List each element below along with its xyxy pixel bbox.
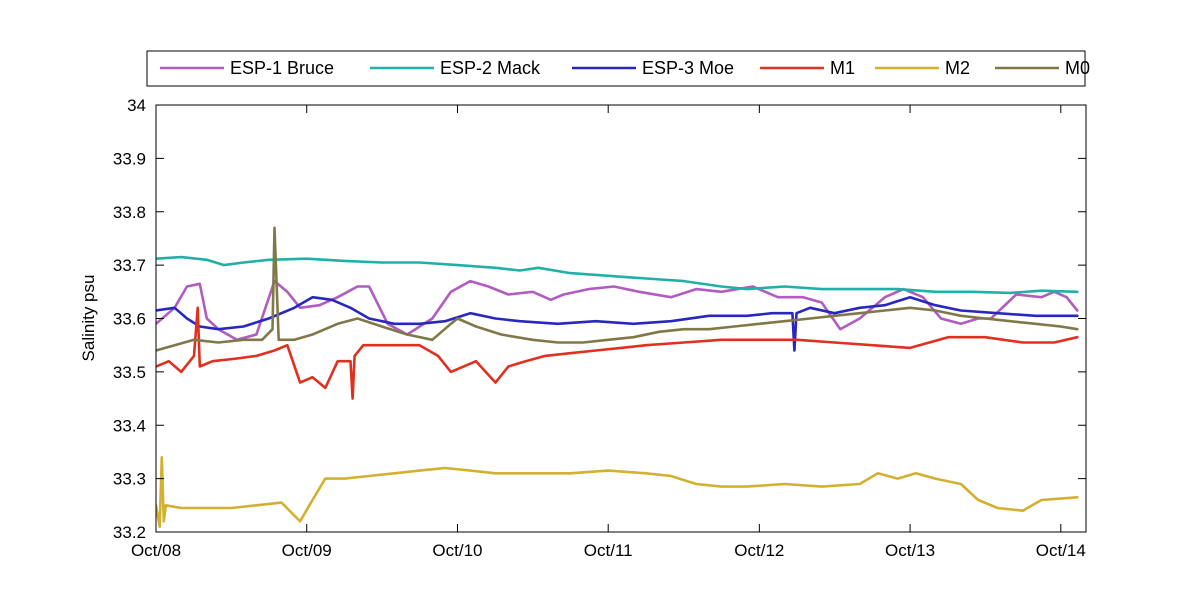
y-tick-label: 33.2 bbox=[113, 523, 146, 542]
x-tick-label: Oct/08 bbox=[131, 541, 181, 560]
series-line-esp-3-moe bbox=[156, 295, 1079, 352]
series-line-m1 bbox=[156, 306, 1079, 400]
series-line-m2 bbox=[156, 455, 1079, 529]
y-tick-label: 34 bbox=[127, 96, 146, 115]
legend-label: M0 bbox=[1065, 58, 1090, 78]
y-tick-label: 33.8 bbox=[113, 203, 146, 222]
series-line-esp-2-mack bbox=[156, 255, 1079, 295]
series-layer bbox=[156, 226, 1079, 529]
y-tick-label: 33.7 bbox=[113, 256, 146, 275]
legend-label: M1 bbox=[830, 58, 855, 78]
ticks-layer: Oct/08 Oct/09 Oct/10 Oct/11 Oct/12 Oct/13 Oct/… bbox=[113, 96, 1086, 560]
y-tick-label: 33.4 bbox=[113, 416, 146, 435]
y-tick-label: 33.3 bbox=[113, 470, 146, 489]
legend-label: ESP-2 Mack bbox=[440, 58, 541, 78]
y-tick-label: 33.9 bbox=[113, 149, 146, 168]
y-tick-label: 33.5 bbox=[113, 363, 146, 382]
x-tick-label: Oct/14 bbox=[1036, 541, 1086, 560]
y-tick-label: 33.6 bbox=[113, 310, 146, 329]
legend-label: ESP-3 Moe bbox=[642, 58, 734, 78]
x-tick-label: Oct/09 bbox=[282, 541, 332, 560]
legend-label: M2 bbox=[945, 58, 970, 78]
x-tick-label: Oct/13 bbox=[885, 541, 935, 560]
plot-frame bbox=[155, 104, 1087, 533]
legend-label: ESP-1 Bruce bbox=[230, 58, 334, 78]
legend: ESP-1 Bruce ESP-2 Mack ESP-3 Moe M1 M2 M0 bbox=[146, 50, 1090, 87]
x-tick-label: Oct/12 bbox=[734, 541, 784, 560]
y-axis-label: Salinity psu bbox=[79, 275, 98, 362]
series-line-m0 bbox=[156, 226, 1079, 352]
x-tick-label: Oct/10 bbox=[432, 541, 482, 560]
x-tick-label: Oct/11 bbox=[584, 541, 633, 560]
